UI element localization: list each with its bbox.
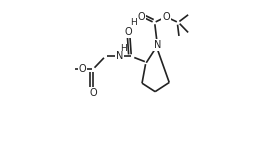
Text: O: O	[78, 64, 86, 74]
Text: O: O	[125, 27, 132, 37]
Text: N: N	[116, 51, 123, 61]
Text: O: O	[138, 12, 145, 22]
Text: O: O	[162, 12, 170, 22]
Text: N: N	[154, 40, 162, 50]
Text: H: H	[120, 44, 127, 53]
Text: O: O	[89, 88, 97, 98]
Text: H: H	[131, 18, 137, 27]
